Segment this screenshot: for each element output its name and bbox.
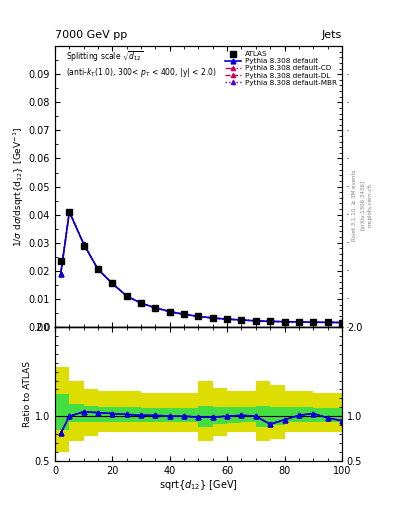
Legend: ATLAS, Pythia 8.308 default, Pythia 8.308 default-CD, Pythia 8.308 default-DL, P: ATLAS, Pythia 8.308 default, Pythia 8.30… — [224, 50, 338, 87]
Text: Rivet 3.1.10, ≥ 3M events: Rivet 3.1.10, ≥ 3M events — [352, 169, 357, 241]
Text: 7000 GeV pp: 7000 GeV pp — [55, 30, 127, 40]
Text: Splitting scale $\sqrt{d_{12}}$
(anti-$k_T$(1.0), 300< $p_T$ < 400, |y| < 2.0): Splitting scale $\sqrt{d_{12}}$ (anti-$k… — [66, 49, 217, 79]
X-axis label: sqrt{$d_{12}$} [GeV]: sqrt{$d_{12}$} [GeV] — [159, 478, 238, 493]
Text: Jets: Jets — [321, 30, 342, 40]
Text: [arXiv:1306.3436]: [arXiv:1306.3436] — [360, 180, 365, 230]
Y-axis label: Ratio to ATLAS: Ratio to ATLAS — [23, 361, 32, 427]
Y-axis label: 1/$\sigma$ d$\sigma$/dsqrt{d$_{12}$} [GeV$^{-1}$]: 1/$\sigma$ d$\sigma$/dsqrt{d$_{12}$} [Ge… — [11, 126, 26, 247]
Text: mcplots.cern.ch: mcplots.cern.ch — [367, 183, 373, 227]
